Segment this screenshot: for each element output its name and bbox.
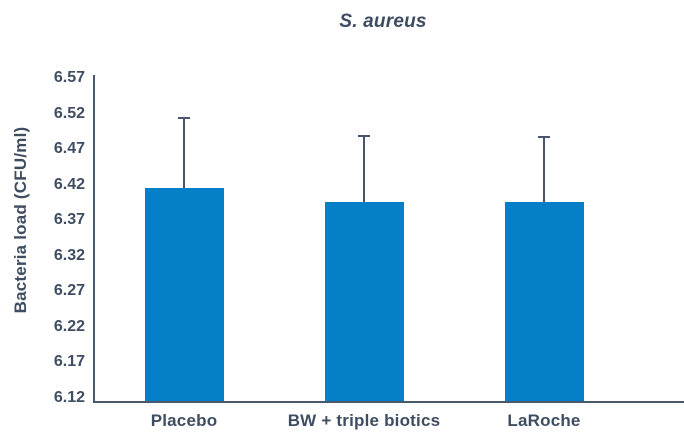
y-tick-label: 6.57 xyxy=(53,69,85,86)
x-tick-label: LaRoche xyxy=(507,411,581,430)
error-bar-stem xyxy=(183,117,185,189)
error-bar-stem xyxy=(363,134,365,203)
bar-bw-triple-biotics xyxy=(324,202,404,401)
error-bar-cap xyxy=(538,136,550,139)
chart-title: S. aureus xyxy=(339,11,427,32)
y-axis-label-text: Bacteria load (CFU/ml) xyxy=(11,126,30,314)
x-tick-label: BW + triple biotics xyxy=(287,411,441,430)
x-axis-line xyxy=(93,401,684,403)
bar-placebo xyxy=(144,188,224,401)
y-tick-label: 6.22 xyxy=(53,317,85,335)
error-bar-cap xyxy=(178,117,190,120)
error-bar-cap xyxy=(358,134,370,137)
y-tick-label: 6.27 xyxy=(53,282,85,300)
x-tick-label: Placebo xyxy=(150,411,218,430)
y-tick-label: 6.37 xyxy=(53,211,85,229)
y-tick-label: 6.32 xyxy=(53,246,85,264)
y-tick-label: 6.42 xyxy=(53,175,85,193)
error-bar-stem xyxy=(543,136,545,203)
y-tick-label: 6.17 xyxy=(53,353,85,371)
y-tick-label: 6.12 xyxy=(53,389,85,406)
y-tick-label: 6.52 xyxy=(53,104,85,122)
y-tick-label: 6.47 xyxy=(53,140,85,158)
y-axis-line xyxy=(93,75,95,403)
bar-laroche xyxy=(504,202,584,401)
